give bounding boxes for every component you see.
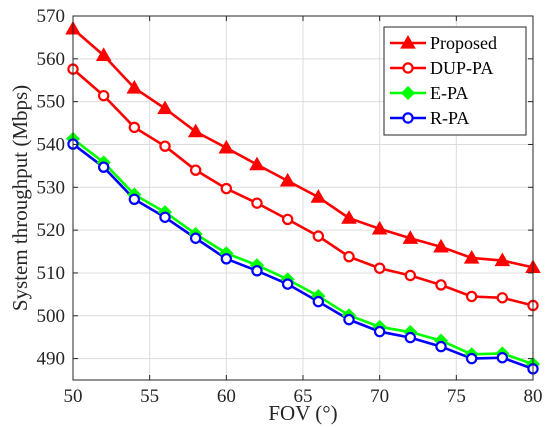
- data-point-3: [435, 340, 447, 353]
- series-line-3: [72, 143, 534, 371]
- data-point-3: [220, 253, 233, 265]
- y-tick-label: 550: [37, 92, 66, 113]
- data-point-1: [97, 89, 110, 102]
- data-point-1: [343, 250, 355, 263]
- data-point-0: [218, 139, 235, 154]
- data-point-3: [128, 193, 141, 205]
- data-point-3: [404, 331, 417, 344]
- data-point-1: [189, 164, 202, 176]
- legend-label-1: DUP-PA: [430, 58, 493, 78]
- series-line-2: [72, 137, 534, 366]
- data-point-0: [463, 249, 480, 264]
- data-point-1: [251, 197, 263, 209]
- tick-labels: 50 55 60 65 70 75 80 490 500 510 520 530 540 550 560 57…: [37, 6, 543, 407]
- y-tick-label: 490: [37, 349, 66, 370]
- grid-lines: [72, 15, 534, 380]
- y-tick-label: 500: [37, 306, 66, 327]
- data-point-1: [281, 213, 294, 226]
- axis-ticks: [72, 15, 534, 380]
- data-point-0: [279, 172, 296, 187]
- legend-marker-2: [400, 85, 416, 101]
- legend-marker-1: [402, 62, 414, 74]
- data-point-0: [494, 252, 511, 267]
- data-point-0: [402, 230, 419, 244]
- x-tick-label: 60: [217, 386, 236, 407]
- y-tick-label: 570: [37, 6, 66, 27]
- y-tick-label: 510: [37, 263, 66, 284]
- data-point-3: [343, 313, 355, 326]
- data-point-1: [373, 262, 386, 274]
- data-point-0: [310, 189, 327, 203]
- data-point-1: [220, 182, 233, 195]
- y-axis-label: System throughput (Mbps): [8, 85, 32, 311]
- y-tick-label: 530: [37, 177, 66, 198]
- x-tick-label: 70: [370, 386, 389, 407]
- data-point-1: [465, 290, 478, 303]
- data-point-0: [341, 210, 357, 224]
- data-point-3: [97, 161, 110, 173]
- data-point-0: [187, 123, 204, 138]
- data-point-0: [157, 100, 173, 115]
- data-point-3: [496, 352, 509, 364]
- legend-label-3: R-PA: [430, 108, 469, 128]
- data-point-0: [371, 220, 388, 235]
- legend-label-2: E-PA: [430, 83, 468, 103]
- y-tick-label: 560: [37, 49, 66, 70]
- x-tick-label: 75: [447, 386, 466, 407]
- data-point-3: [159, 211, 171, 223]
- legend-marker-3: [402, 112, 414, 124]
- series-lines: [72, 27, 534, 371]
- series-line-1: [72, 68, 534, 307]
- x-tick-label: 65: [294, 386, 313, 407]
- data-point-1: [435, 279, 447, 291]
- data-point-3: [312, 295, 325, 308]
- x-axis-label: FOV (°): [268, 401, 337, 425]
- data-point-3: [189, 232, 202, 244]
- y-tick-label: 520: [37, 220, 66, 241]
- data-point-3: [251, 265, 263, 277]
- data-point-1: [159, 140, 171, 152]
- legend-label-0: Proposed: [430, 33, 497, 53]
- data-point-0: [126, 79, 143, 94]
- data-point-1: [404, 269, 417, 282]
- x-tick-label: 50: [64, 386, 83, 407]
- x-tick-label: 80: [524, 386, 543, 407]
- legend-marker-0: [400, 34, 416, 49]
- y-tick-label: 540: [37, 134, 66, 155]
- legend: Proposed DUP-PA E-PA R-PA: [383, 26, 527, 136]
- data-point-0: [95, 47, 112, 62]
- data-point-0: [249, 156, 265, 171]
- data-point-1: [312, 230, 325, 242]
- data-point-3: [281, 278, 294, 290]
- data-point-3: [373, 325, 386, 338]
- data-point-0: [433, 238, 449, 253]
- data-point-3: [465, 352, 478, 365]
- data-point-1: [128, 121, 141, 134]
- series-line-0: [72, 27, 534, 269]
- x-tick-label: 55: [140, 386, 159, 407]
- data-point-1: [496, 292, 509, 304]
